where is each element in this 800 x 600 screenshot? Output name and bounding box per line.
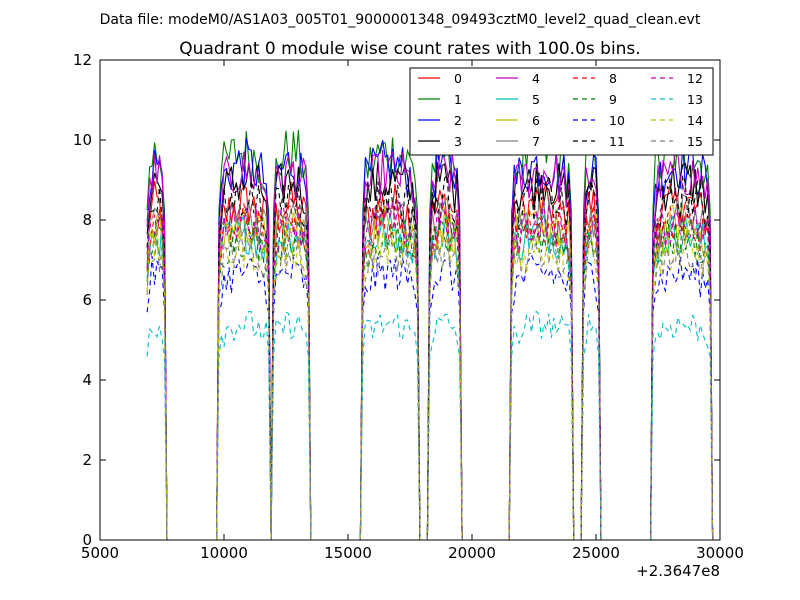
- legend-label-3: 3: [454, 134, 462, 149]
- y-tick-label: 8: [82, 211, 92, 229]
- series-line-14: [146, 227, 714, 540]
- legend-label-7: 7: [532, 134, 540, 149]
- series-line-1: [146, 126, 714, 540]
- chart-title: Quadrant 0 module wise count rates with …: [179, 39, 640, 59]
- legend-label-14: 14: [687, 113, 703, 128]
- figure-suptitle: Data file: modeM0/AS1A03_005T01_90000013…: [100, 12, 701, 28]
- legend-label-15: 15: [687, 134, 703, 149]
- legend-label-12: 12: [687, 71, 703, 86]
- legend-label-11: 11: [609, 134, 625, 149]
- x-tick-label: 15000: [324, 544, 372, 562]
- legend-label-6: 6: [532, 113, 540, 128]
- y-tick-label: 2: [82, 451, 92, 469]
- series-line-11: [146, 172, 714, 540]
- series-line-15: [146, 232, 714, 540]
- series-layer: [146, 126, 714, 540]
- x-tick-label: 5000: [81, 544, 119, 562]
- series-line-9: [146, 216, 714, 540]
- legend-label-0: 0: [454, 71, 462, 86]
- series-line-13: [146, 310, 714, 540]
- legend-label-13: 13: [687, 92, 703, 107]
- y-tick-label: 6: [82, 291, 92, 309]
- y-tick-label: 10: [73, 131, 92, 149]
- y-tick-label: 4: [82, 371, 92, 389]
- legend-label-10: 10: [609, 113, 625, 128]
- x-tick-label: 20000: [448, 544, 496, 562]
- x-tick-label: 30000: [696, 544, 744, 562]
- y-tick-label: 0: [82, 531, 92, 549]
- legend-label-9: 9: [609, 92, 617, 107]
- legend-label-2: 2: [454, 113, 462, 128]
- y-tick-label: 12: [73, 51, 92, 69]
- legend-label-4: 4: [532, 71, 540, 86]
- legend-label-5: 5: [532, 92, 540, 107]
- x-tick-label: 25000: [572, 544, 620, 562]
- series-line-8: [146, 203, 714, 540]
- x-offset-label: +2.3647e8: [636, 562, 720, 580]
- series-line-12: [146, 199, 714, 540]
- legend-label-8: 8: [609, 71, 617, 86]
- x-tick-label: 10000: [200, 544, 248, 562]
- series-line-4: [146, 147, 714, 540]
- legend-label-1: 1: [454, 92, 462, 107]
